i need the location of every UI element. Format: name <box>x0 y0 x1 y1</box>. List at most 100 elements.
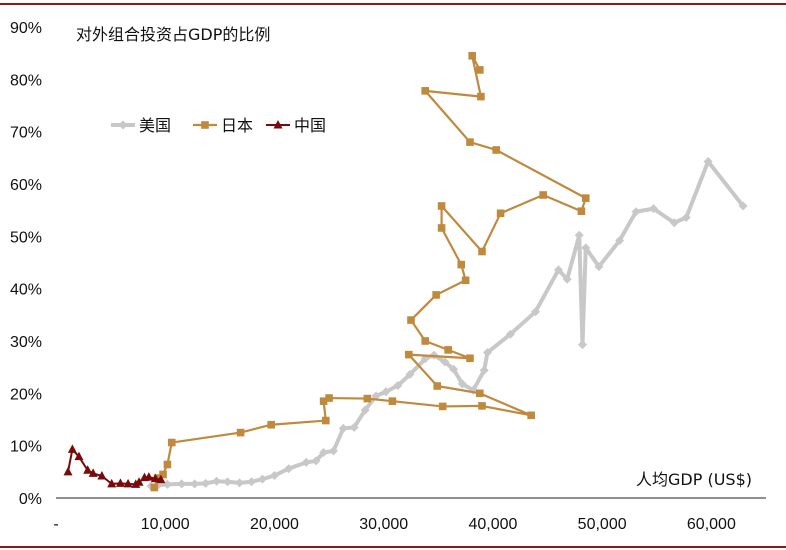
data-point <box>381 387 391 397</box>
data-point <box>107 478 117 488</box>
y-tick-label: 30% <box>10 334 42 351</box>
data-point <box>349 422 359 432</box>
y-tick-label: 10% <box>10 439 42 456</box>
data-point <box>150 473 160 483</box>
data-point <box>615 236 625 246</box>
x-tick-label: 20,000 <box>250 516 299 533</box>
series-0 <box>146 156 748 491</box>
data-point <box>449 364 459 374</box>
legend-label: 美国 <box>139 116 171 135</box>
data-point <box>319 397 328 405</box>
data-point <box>235 478 245 488</box>
data-point <box>738 201 748 211</box>
data-point <box>67 444 77 453</box>
data-point <box>177 479 187 489</box>
data-point <box>437 224 446 232</box>
legend-item: 日本 <box>193 116 253 135</box>
data-point <box>581 243 591 253</box>
data-point <box>167 438 176 447</box>
data-point <box>360 405 370 415</box>
data-point <box>482 348 492 358</box>
axis-ticks: 0% 10% 20% 30% 40% 50% 60% 70% 80% 90% - 10,000 20,0… <box>10 20 736 533</box>
data-point <box>421 337 429 345</box>
data-point <box>527 411 535 420</box>
data-point <box>338 423 348 433</box>
data-point <box>267 420 275 429</box>
data-point <box>553 265 563 275</box>
x-tick-label: - <box>53 516 58 533</box>
data-point <box>461 276 470 285</box>
data-point <box>222 477 232 487</box>
legend-marker <box>201 121 209 129</box>
data-point <box>388 397 397 405</box>
data-point <box>328 446 338 456</box>
data-point <box>433 382 442 390</box>
data-point <box>159 470 167 479</box>
data-point <box>476 66 484 74</box>
legend-label: 中国 <box>294 116 326 135</box>
chart-annotation: 对外组合投资占GDP的比例 <box>76 25 270 44</box>
data-point <box>457 260 466 269</box>
data-point <box>257 474 267 484</box>
data-point <box>577 340 587 350</box>
y-tick-label: 40% <box>10 282 42 299</box>
data-point <box>247 477 257 487</box>
data-point <box>134 477 144 486</box>
data-point <box>581 194 590 202</box>
series-2 <box>63 444 166 488</box>
data-point <box>319 447 329 457</box>
data-point <box>311 456 321 466</box>
data-point <box>301 457 311 467</box>
data-point <box>83 465 93 474</box>
data-point <box>150 483 159 492</box>
data-point <box>88 468 98 477</box>
y-tick-label: 50% <box>10 229 42 246</box>
data-point <box>476 389 484 398</box>
data-point <box>505 329 515 339</box>
x-axis-label: 人均GDP (US$) <box>636 470 752 489</box>
data-point <box>479 365 489 375</box>
data-point <box>432 291 440 299</box>
data-point <box>115 478 125 487</box>
data-point <box>421 87 429 95</box>
data-point <box>466 138 474 146</box>
data-point <box>457 379 467 389</box>
data-point <box>477 92 485 101</box>
x-tick-label: 60,000 <box>687 516 736 533</box>
x-tick-label: 50,000 <box>578 516 627 533</box>
data-point <box>496 209 505 218</box>
data-point <box>539 191 547 199</box>
data-point <box>478 247 486 256</box>
top-rule <box>0 3 786 5</box>
data-point <box>156 474 166 484</box>
data-point <box>574 230 584 240</box>
data-point <box>468 51 476 60</box>
data-point <box>162 479 172 489</box>
data-point <box>631 207 641 217</box>
y-tick-label: 80% <box>10 72 42 89</box>
y-tick-label: 0% <box>19 491 42 508</box>
data-point <box>531 307 541 317</box>
data-point <box>393 380 403 390</box>
data-point <box>562 274 572 284</box>
data-point <box>269 470 279 480</box>
data-point <box>478 402 486 410</box>
y-tick-label: 20% <box>10 386 42 403</box>
data-point <box>437 202 446 210</box>
series-line <box>153 54 587 488</box>
legend-marker <box>118 120 128 130</box>
data-point <box>212 476 222 486</box>
data-point <box>444 346 452 354</box>
data-point <box>123 478 133 488</box>
legend-marker <box>273 120 283 129</box>
data-point <box>703 156 713 166</box>
data-point <box>440 357 450 367</box>
x-tick-label: 10,000 <box>141 516 190 533</box>
series-layer <box>63 51 748 492</box>
data-point <box>190 479 200 489</box>
data-point <box>669 218 679 228</box>
data-point <box>236 428 245 437</box>
data-point <box>492 146 500 154</box>
y-tick-label: 60% <box>10 177 42 194</box>
